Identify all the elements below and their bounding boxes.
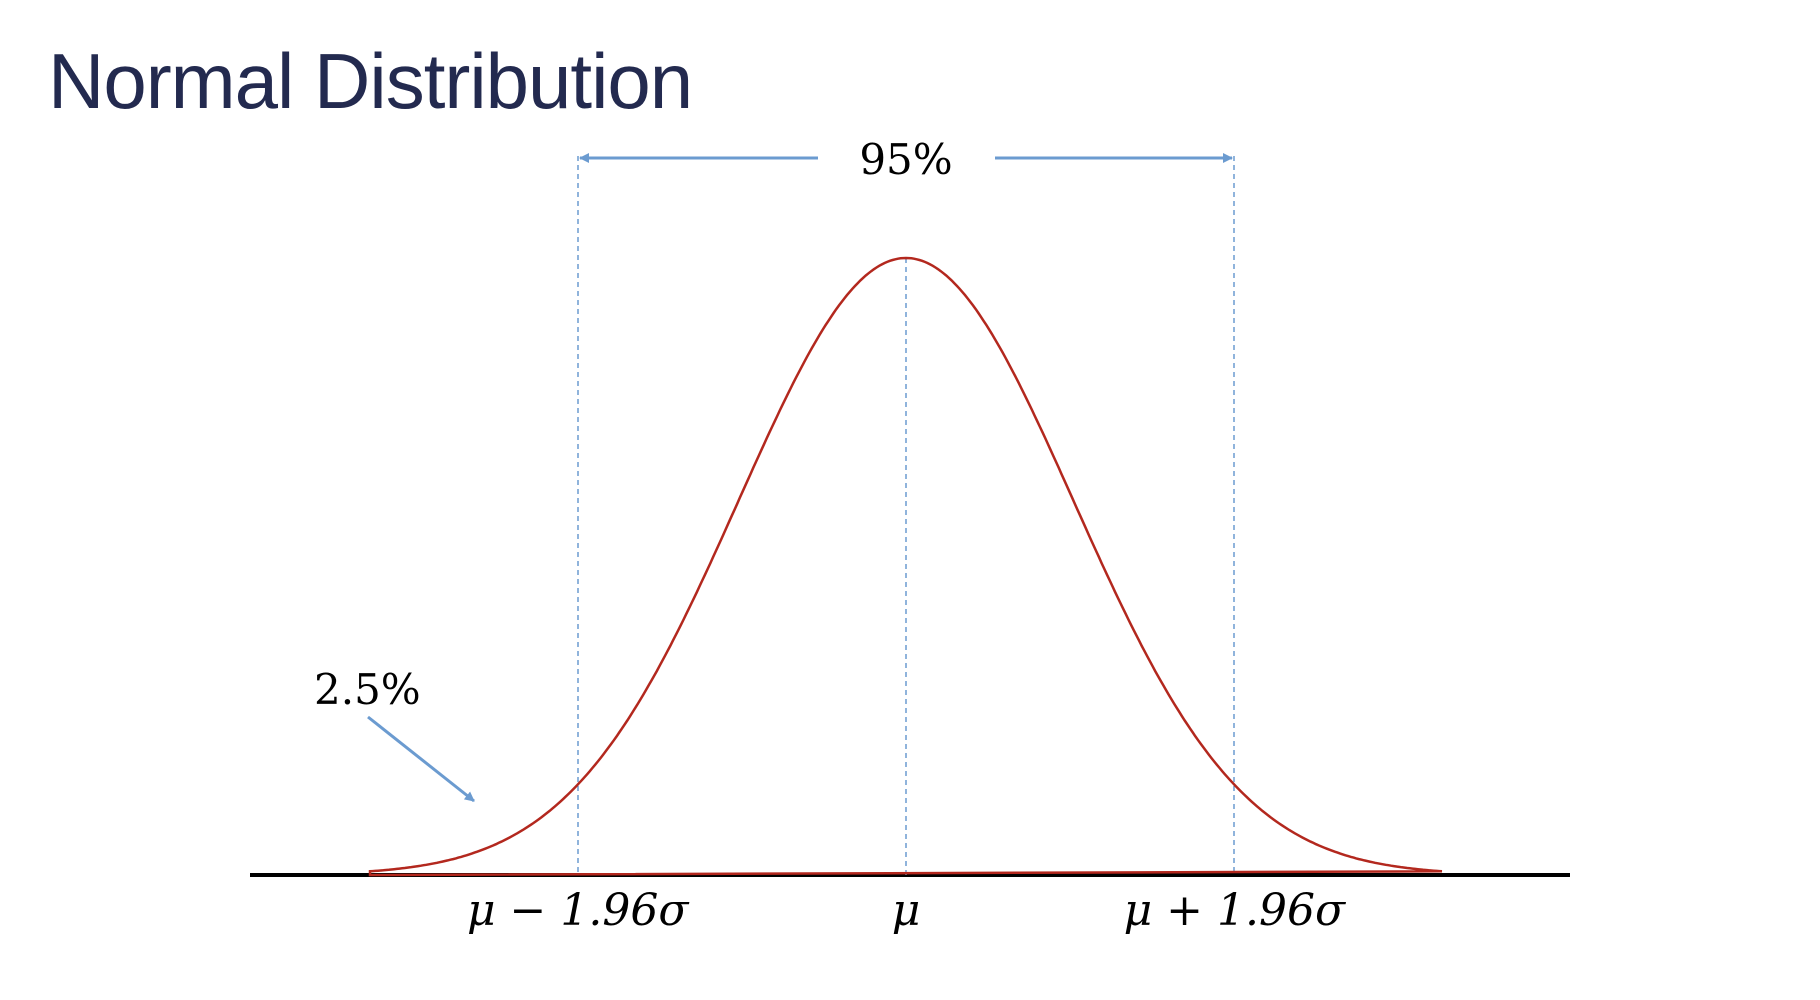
tail-arrow — [367, 715, 475, 803]
tick-label-2: μ + 1.96σ — [1124, 885, 1347, 936]
tail-label: 2.5% — [314, 665, 421, 714]
interval-label: 95% — [859, 135, 952, 184]
tick-label-1: μ — [892, 885, 921, 936]
bell-curve — [368, 256, 1443, 877]
tick-label-0: μ − 1.96σ — [467, 885, 690, 936]
page-title: Normal Distribution — [48, 37, 693, 125]
